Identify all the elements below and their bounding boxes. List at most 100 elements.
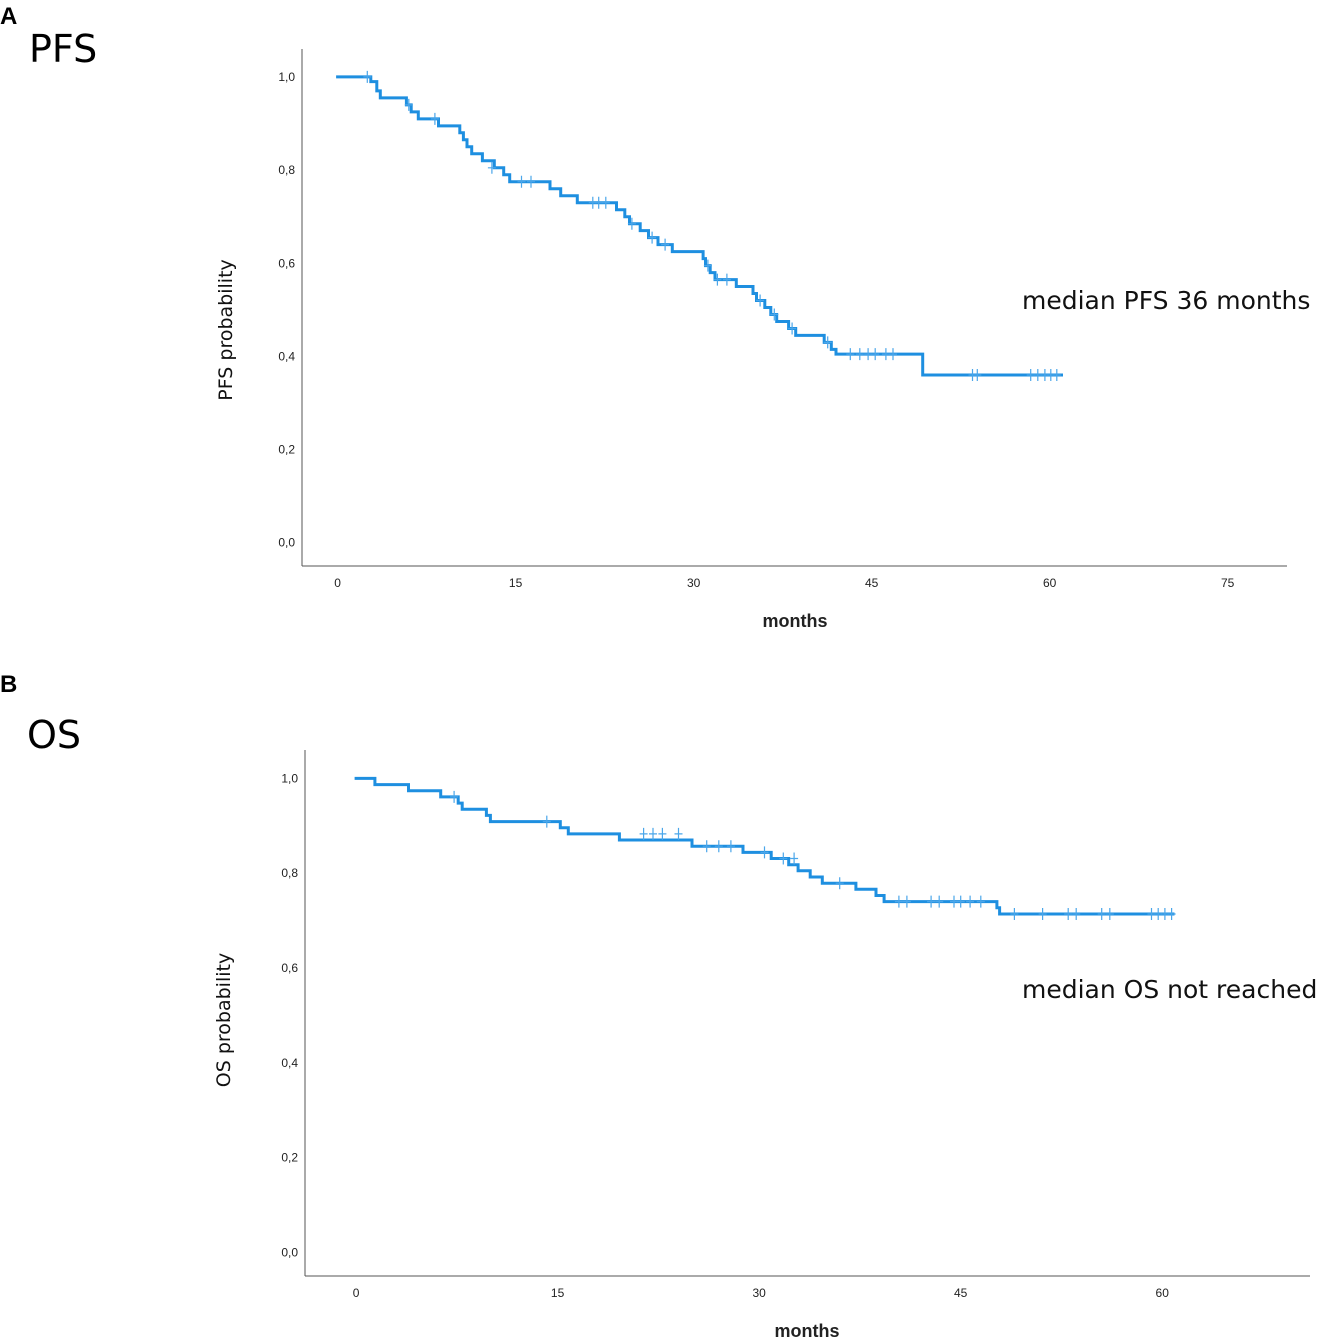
censor-mark bbox=[517, 175, 526, 188]
censor-mark bbox=[927, 895, 936, 908]
censor-mark bbox=[935, 895, 944, 908]
y-tick-label: 0,4 bbox=[278, 349, 295, 363]
panel-b-os: B OS 0,0 0,2 0,4 0,6 0,8 1,0 0 15 30 45 60 months… bbox=[0, 671, 1317, 1340]
censor-mark bbox=[601, 196, 610, 209]
censor-mark bbox=[1147, 908, 1156, 920]
x-tick-label: 45 bbox=[954, 1286, 968, 1300]
x-tick-label: 60 bbox=[1043, 576, 1057, 590]
censor-mark bbox=[1010, 908, 1019, 920]
x-tick-label: 75 bbox=[1221, 576, 1235, 590]
x-tick-label: 45 bbox=[865, 576, 879, 590]
x-axis-label: months bbox=[763, 611, 828, 631]
y-tick-label: 0,6 bbox=[281, 961, 298, 975]
y-tick-label: 0,4 bbox=[281, 1056, 298, 1070]
censor-mark bbox=[702, 840, 711, 853]
censor-mark bbox=[1033, 369, 1042, 381]
censor-mark bbox=[779, 852, 788, 865]
y-tick-label: 1,0 bbox=[281, 771, 298, 785]
censor-mark bbox=[713, 273, 722, 286]
median-os-annotation: median OS not reached bbox=[1022, 975, 1317, 1004]
censor-mark bbox=[846, 348, 855, 361]
censor-mark bbox=[627, 217, 636, 230]
censor-mark bbox=[648, 231, 657, 244]
censor-mark bbox=[487, 161, 496, 174]
os-survival-curve bbox=[354, 776, 1175, 916]
median-pfs-annotation: median PFS 36 months bbox=[1022, 286, 1310, 315]
x-tick-label: 30 bbox=[752, 1286, 766, 1300]
censor-mark bbox=[404, 98, 413, 111]
censor-mark bbox=[1160, 908, 1169, 920]
x-tick-labels: 0 15 30 45 60 bbox=[353, 1286, 1169, 1300]
panel-title-pfs: PFS bbox=[29, 27, 97, 71]
censor-mark bbox=[1038, 908, 1047, 920]
censor-mark bbox=[726, 840, 735, 853]
panel-letter-b: B bbox=[0, 671, 17, 698]
censor-mark bbox=[1105, 908, 1114, 920]
censor-mark bbox=[956, 895, 965, 908]
censor-mark bbox=[430, 112, 439, 125]
censor-mark bbox=[450, 790, 459, 803]
censor-mark bbox=[594, 196, 603, 209]
censor-mark bbox=[703, 259, 712, 272]
censor-mark bbox=[649, 827, 657, 840]
x-tick-label: 0 bbox=[334, 576, 341, 590]
censor-mark bbox=[864, 348, 873, 361]
y-tick-label: 0,6 bbox=[278, 256, 295, 270]
censor-mark bbox=[889, 348, 897, 361]
censor-mark bbox=[966, 895, 975, 908]
x-tick-labels: 0 15 30 45 60 75 bbox=[334, 576, 1234, 590]
censor-mark bbox=[976, 895, 985, 908]
y-tick-label: 0,0 bbox=[281, 1245, 298, 1259]
censor-mark bbox=[871, 348, 880, 361]
censor-mark bbox=[658, 827, 667, 840]
censor-mark bbox=[788, 322, 797, 335]
x-tick-label: 15 bbox=[509, 576, 523, 590]
censor-mark bbox=[1026, 369, 1035, 381]
censor-mark bbox=[902, 895, 911, 908]
censor-mark bbox=[674, 827, 683, 840]
censor-mark bbox=[1097, 908, 1106, 920]
censor-mark bbox=[835, 877, 844, 890]
censor-mark bbox=[823, 336, 832, 349]
censor-mark bbox=[1052, 369, 1061, 381]
censor-mark bbox=[973, 369, 982, 381]
censor-mark bbox=[1154, 908, 1163, 920]
x-axis-label: months bbox=[775, 1321, 840, 1340]
censor-mark bbox=[1167, 908, 1176, 920]
censor-mark bbox=[894, 895, 903, 908]
y-tick-label: 0,8 bbox=[281, 866, 298, 880]
censor-mark bbox=[1072, 908, 1081, 920]
os-censor-marks bbox=[450, 790, 1176, 920]
censor-mark bbox=[639, 827, 648, 840]
y-axis-label: PFS probability bbox=[215, 259, 237, 401]
x-tick-label: 30 bbox=[687, 576, 701, 590]
censor-mark bbox=[363, 70, 372, 83]
y-axis-label: OS probability bbox=[213, 953, 235, 1087]
y-tick-label: 0,2 bbox=[281, 1151, 298, 1165]
censor-mark bbox=[542, 815, 551, 828]
censor-mark bbox=[950, 895, 958, 908]
censor-mark bbox=[855, 348, 864, 361]
censor-mark bbox=[1064, 908, 1073, 920]
censor-mark bbox=[661, 238, 670, 251]
x-tick-label: 60 bbox=[1156, 1286, 1170, 1300]
y-tick-label: 0,0 bbox=[278, 536, 295, 550]
censor-mark bbox=[760, 846, 769, 859]
y-tick-labels: 0,0 0,2 0,4 0,6 0,8 1,0 bbox=[281, 771, 298, 1259]
censor-mark bbox=[881, 348, 890, 361]
censor-mark bbox=[770, 308, 779, 321]
y-tick-label: 1,0 bbox=[278, 70, 295, 84]
x-tick-label: 0 bbox=[353, 1286, 360, 1300]
panel-a-pfs: A PFS 0,0 0,2 0,4 0,6 0,8 1,0 0 15 30 45 60 75 mon… bbox=[0, 3, 1310, 631]
y-tick-label: 0,2 bbox=[278, 443, 295, 457]
pfs-censor-marks bbox=[363, 70, 1061, 381]
panel-title-os: OS bbox=[27, 713, 81, 757]
censor-mark bbox=[790, 852, 799, 865]
censor-mark bbox=[756, 294, 765, 307]
y-tick-labels: 0,0 0,2 0,4 0,6 0,8 1,0 bbox=[278, 70, 295, 550]
x-tick-label: 15 bbox=[551, 1286, 565, 1300]
y-tick-label: 0,8 bbox=[278, 163, 295, 177]
pfs-survival-curve bbox=[336, 75, 1063, 377]
censor-mark bbox=[714, 840, 723, 853]
